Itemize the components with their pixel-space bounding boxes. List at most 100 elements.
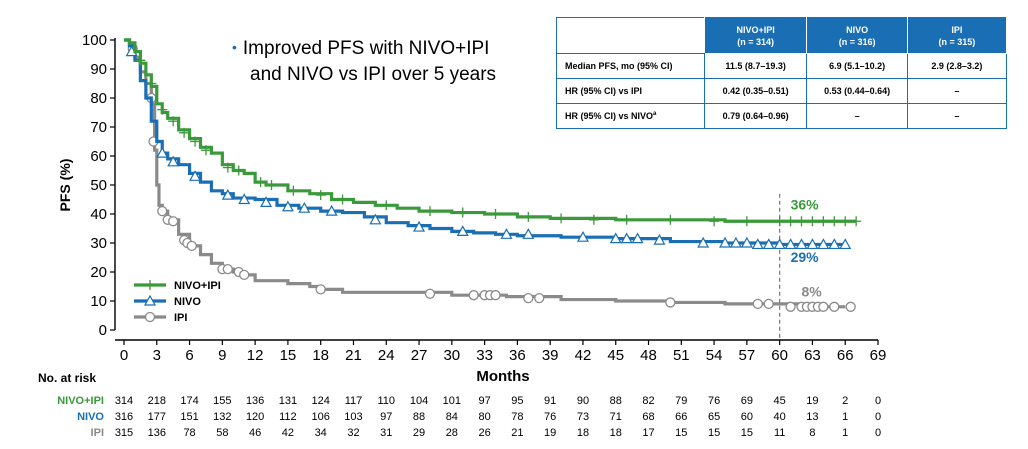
footnote-marker: a bbox=[653, 111, 657, 117]
risk-count: 69 bbox=[741, 395, 753, 407]
risk-count: 19 bbox=[544, 427, 556, 439]
risk-count: 316 bbox=[115, 411, 133, 423]
censor-mark bbox=[653, 233, 666, 245]
censor-mark bbox=[851, 216, 862, 227]
censor-mark bbox=[588, 214, 599, 225]
risk-count: 88 bbox=[413, 411, 425, 423]
risk-table-title: No. at risk bbox=[38, 371, 96, 385]
cell: 0.79 (0.64–0.96) bbox=[703, 103, 808, 129]
censor-mark bbox=[785, 216, 796, 227]
risk-count: 76 bbox=[708, 395, 720, 407]
cell: – bbox=[906, 78, 1008, 104]
censor-mark bbox=[845, 301, 856, 312]
x-tick-label: 15 bbox=[280, 347, 297, 364]
risk-count: 97 bbox=[380, 411, 392, 423]
censor-mark bbox=[157, 104, 168, 115]
censor-mark bbox=[806, 238, 819, 250]
stats-table: NIVO+IPI (n = 314) NIVO (n = 316) IPI (n = … bbox=[556, 17, 1008, 129]
censor-mark bbox=[156, 146, 169, 158]
censor-mark bbox=[490, 209, 501, 219]
censor-mark bbox=[763, 298, 774, 310]
censor-mark bbox=[468, 290, 479, 301]
legend: NIVO+IPI NIVO IPI bbox=[134, 280, 221, 324]
row-label-text: HR (95% CI) vs NIVO bbox=[565, 111, 654, 121]
end-label-nivo-ipi: 36% bbox=[791, 197, 820, 213]
callout-line-2: and NIVO vs IPI over 5 years bbox=[250, 64, 497, 85]
series-nivo bbox=[124, 38, 852, 250]
risk-count: 8 bbox=[809, 427, 815, 439]
censor-mark bbox=[523, 292, 534, 304]
risk-count: 13 bbox=[806, 411, 818, 423]
y-tick-label: 70 bbox=[90, 119, 107, 136]
censor-mark bbox=[740, 236, 753, 248]
y-tick-label: 20 bbox=[90, 264, 107, 281]
cell: 0.53 (0.44–0.64) bbox=[806, 78, 908, 104]
censor-mark bbox=[817, 238, 830, 250]
risk-count: 314 bbox=[115, 395, 133, 407]
x-tick-label: 51 bbox=[673, 347, 690, 364]
risk-count: 68 bbox=[642, 411, 654, 423]
censor-mark bbox=[576, 230, 589, 242]
censor-mark bbox=[500, 228, 513, 239]
censor-mark bbox=[807, 216, 818, 227]
y-tick-label: 0 bbox=[99, 322, 107, 339]
y-tick-label: 30 bbox=[90, 235, 107, 252]
risk-count: 15 bbox=[741, 427, 753, 439]
risk-count: 174 bbox=[180, 395, 198, 407]
x-tick-label: 12 bbox=[247, 347, 264, 364]
risk-count: 84 bbox=[446, 411, 458, 423]
censor-mark bbox=[785, 301, 796, 312]
risk-count: 26 bbox=[478, 427, 490, 439]
legend-marker bbox=[144, 311, 156, 323]
header-label: NIVO bbox=[846, 24, 869, 35]
censor-mark bbox=[221, 188, 234, 200]
risk-row-label: NIVO+IPI bbox=[57, 395, 104, 407]
censor-mark bbox=[238, 193, 251, 205]
risk-count: 15 bbox=[675, 427, 687, 439]
x-tick-label: 36 bbox=[509, 347, 526, 364]
x-tick-label: 6 bbox=[185, 347, 193, 364]
risk-count: 136 bbox=[246, 395, 264, 407]
risk-count: 82 bbox=[642, 395, 654, 407]
legend-marker bbox=[145, 280, 155, 290]
risk-count: 32 bbox=[347, 427, 359, 439]
x-tick-label: 30 bbox=[443, 347, 460, 364]
cell: 2.9 (2.8–3.2) bbox=[906, 53, 1008, 79]
stats-row-hr-vs-nivo: HR (95% CI) vs NIVOa 0.79 (0.64–0.96) – … bbox=[556, 103, 1008, 129]
stats-header-nivo-ipi: NIVO+IPI (n = 314) bbox=[703, 17, 808, 54]
x-tick-label: 33 bbox=[476, 347, 493, 364]
censor-mark bbox=[369, 213, 382, 225]
censor-mark bbox=[260, 196, 273, 207]
legend-marker bbox=[143, 294, 157, 306]
censor-mark bbox=[796, 216, 807, 227]
x-tick-label: 3 bbox=[153, 347, 161, 364]
risk-count: 40 bbox=[774, 411, 786, 423]
x-tick-label: 24 bbox=[378, 347, 395, 364]
censor-mark bbox=[729, 236, 742, 248]
x-tick-label: 54 bbox=[706, 347, 723, 364]
legend-label: NIVO+IPI bbox=[174, 280, 221, 292]
risk-count: 88 bbox=[610, 395, 622, 407]
risk-count: 60 bbox=[741, 411, 753, 423]
risk-count: 17 bbox=[642, 427, 654, 439]
risk-count: 73 bbox=[577, 411, 589, 423]
risk-count: 45 bbox=[774, 395, 786, 407]
censor-mark bbox=[534, 292, 545, 304]
cell: – bbox=[806, 103, 908, 129]
censor-mark bbox=[665, 214, 676, 225]
censor-mark bbox=[839, 238, 852, 250]
censor-mark bbox=[621, 214, 632, 225]
stats-row-median-pfs: Median PFS, mo (95% CI) 11.5 (8.7–19.3) … bbox=[556, 53, 1008, 79]
censor-mark bbox=[190, 136, 201, 147]
risk-count: 103 bbox=[344, 411, 362, 423]
risk-count: 131 bbox=[279, 395, 297, 407]
x-tick-label: 42 bbox=[575, 347, 592, 364]
risk-count: 42 bbox=[282, 427, 294, 439]
y-tick-label: 100 bbox=[82, 32, 107, 49]
series-nivo-ipi bbox=[124, 38, 862, 227]
stats-header-blank bbox=[556, 17, 705, 54]
header-n: (n = 315) bbox=[938, 36, 976, 47]
row-label: Median PFS, mo (95% CI) bbox=[556, 53, 705, 79]
censor-mark bbox=[424, 206, 435, 217]
risk-count: 31 bbox=[380, 427, 392, 439]
